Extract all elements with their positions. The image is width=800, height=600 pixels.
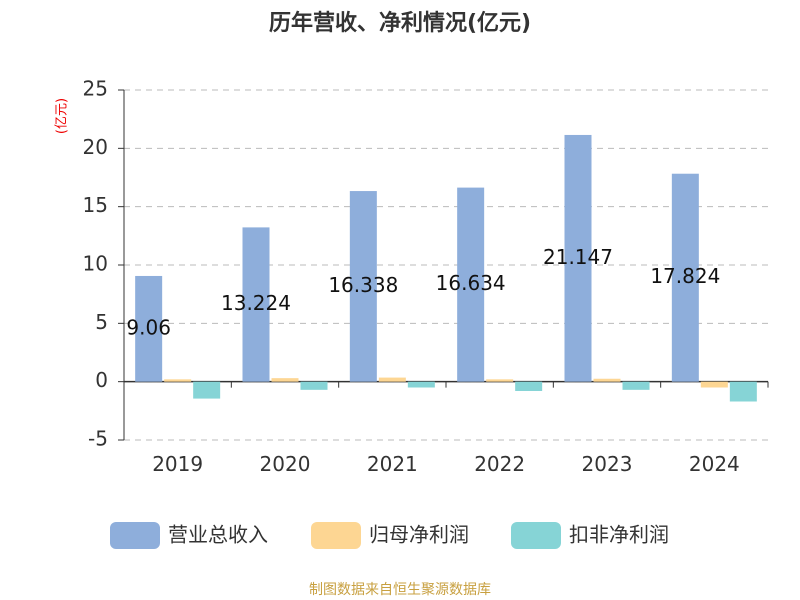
x-tick-label: 2024 (689, 452, 740, 476)
value-label: 16.338 (328, 273, 398, 297)
bar (671, 173, 699, 382)
value-label: 9.06 (126, 315, 171, 339)
bar (349, 191, 377, 382)
x-tick-label: 2019 (152, 452, 203, 476)
x-tick-label: 2021 (367, 452, 418, 476)
bar (486, 379, 514, 382)
legend-swatch[interactable] (511, 522, 561, 549)
bar (193, 381, 221, 399)
value-label: 21.147 (543, 245, 613, 269)
legend-swatch[interactable] (110, 522, 160, 549)
bar (457, 187, 485, 382)
y-tick-label: 0 (95, 368, 108, 392)
y-axis-label: (亿元) (55, 98, 70, 134)
bar (564, 134, 592, 382)
bar (700, 381, 728, 388)
bar (271, 378, 299, 382)
chart-title: 历年营收、净利情况(亿元) (269, 10, 531, 36)
y-tick-label: 15 (83, 193, 108, 217)
value-label: 17.824 (650, 264, 720, 288)
x-tick-label: 2022 (474, 452, 525, 476)
legend-label[interactable]: 扣非净利润 (569, 523, 669, 547)
bar (164, 379, 192, 382)
y-tick-label: 10 (83, 252, 108, 276)
y-tick-label: 25 (83, 77, 108, 101)
bar (135, 275, 163, 382)
bar (729, 381, 757, 402)
x-tick-label: 2023 (582, 452, 633, 476)
bar (515, 381, 543, 391)
bar (242, 227, 270, 382)
bar (300, 381, 328, 390)
source-note: 制图数据来自恒生聚源数据库 (309, 582, 491, 598)
bar (378, 377, 406, 382)
legend-swatch[interactable] (311, 522, 361, 549)
y-tick-label: 20 (83, 135, 108, 159)
y-tick-label: -5 (88, 427, 108, 451)
x-tick-label: 2020 (260, 452, 311, 476)
legend-label[interactable]: 营业总收入 (168, 523, 268, 547)
value-label: 13.224 (221, 291, 291, 315)
legend-label[interactable]: 归母净利润 (369, 523, 469, 547)
bar (407, 381, 435, 388)
bar (622, 381, 650, 390)
value-label: 16.634 (436, 271, 506, 295)
bar (593, 378, 621, 382)
y-tick-label: 5 (95, 310, 108, 334)
